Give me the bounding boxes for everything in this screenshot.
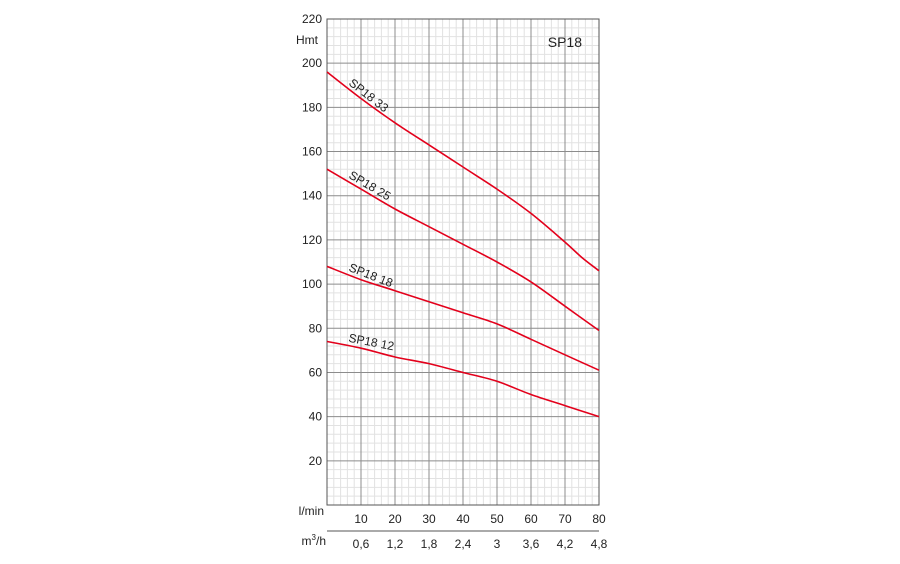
- series-line: [326, 265, 600, 371]
- y-tick-label: 220: [302, 12, 322, 26]
- x2-tick-label: 3,6: [523, 537, 540, 551]
- x2-tick-label: 0,6: [353, 537, 370, 551]
- y-tick-label: 160: [302, 145, 322, 159]
- y-tick-label: 180: [302, 100, 322, 114]
- x-axis-label: l/min: [299, 504, 324, 518]
- y-tick-label: 200: [302, 56, 322, 70]
- x2-axis-label: m3/h: [302, 533, 326, 548]
- series-line: [326, 168, 600, 332]
- x-tick-label: 30: [422, 512, 436, 526]
- chart-title: SP18: [548, 34, 582, 50]
- series-lines: [326, 71, 600, 418]
- x-tick-label: 10: [354, 512, 368, 526]
- x2-tick-label: 3: [494, 537, 501, 551]
- x-tick-label: 70: [558, 512, 572, 526]
- plot-frame: [326, 18, 600, 506]
- major-grid: [327, 19, 599, 505]
- series-line: [326, 340, 600, 418]
- x-tick-label: 60: [524, 512, 538, 526]
- y-axis-label: Hmt: [296, 33, 319, 47]
- y-tick-label: 100: [302, 277, 322, 291]
- y-tick-label: 60: [309, 365, 323, 379]
- x-tick-label: 50: [490, 512, 504, 526]
- y-tick-label: 20: [309, 454, 323, 468]
- x2-tick-labels: 0,6 1,2 1,8 2,4 3 3,6 4,2 4,8: [353, 537, 608, 551]
- x-tick-label: 80: [592, 512, 606, 526]
- series-label: SP18 25: [346, 168, 393, 203]
- x2-tick-label: 4,2: [557, 537, 574, 551]
- y-tick-label: 140: [302, 189, 322, 203]
- x-tick-labels: 10 20 30 40 50 60 70 80: [354, 512, 606, 526]
- x-tick-label: 40: [456, 512, 470, 526]
- x2-tick-label: 1,2: [387, 537, 404, 551]
- y-tick-label: 80: [309, 321, 323, 335]
- series-line: [326, 71, 600, 272]
- y-tick-labels: 20 40 60 80 100 120 140 160 180 200 220: [302, 12, 322, 468]
- x2-tick-label: 1,8: [421, 537, 438, 551]
- y-tick-label: 40: [309, 410, 323, 424]
- x2-tick-label: 2,4: [455, 537, 472, 551]
- x2-tick-label: 4,8: [591, 537, 608, 551]
- y-tick-label: 120: [302, 233, 322, 247]
- x-tick-label: 20: [388, 512, 402, 526]
- series-label: SP18 33: [346, 76, 391, 116]
